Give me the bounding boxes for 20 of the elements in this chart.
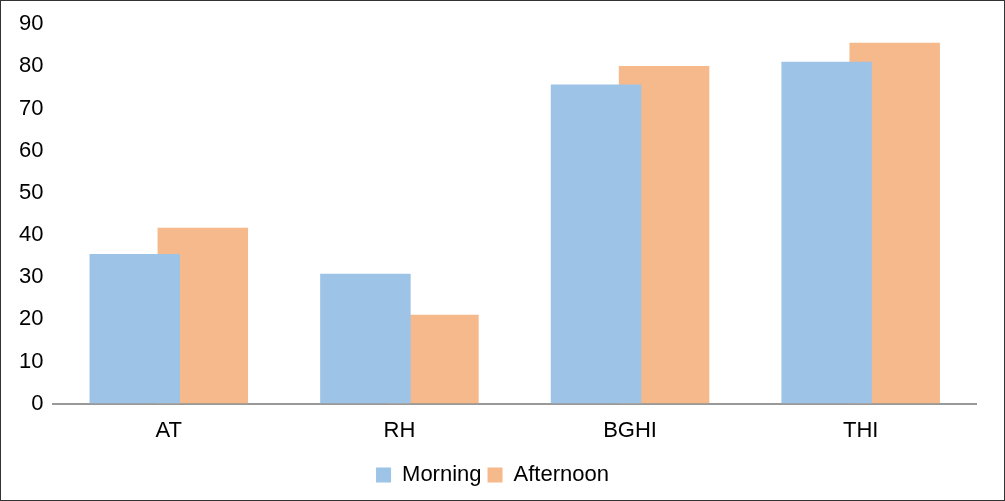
y-tick-label: 80 — [18, 52, 44, 78]
bar — [550, 84, 642, 404]
y-tick-label: 60 — [18, 136, 44, 162]
y-tick-label: 0 — [31, 389, 44, 415]
y-tick-label: 10 — [18, 347, 44, 373]
legend-label: Afternoon — [513, 461, 609, 487]
x-tick-label: AT — [155, 416, 183, 442]
y-tick-label: 40 — [18, 221, 44, 247]
y-tick-label: 90 — [18, 10, 44, 36]
legend-label: Morning — [402, 461, 482, 487]
y-tick-label: 70 — [18, 94, 44, 120]
x-tick-label: RH — [383, 416, 416, 442]
bar — [781, 61, 872, 404]
bar — [320, 273, 411, 404]
y-tick-label: 30 — [18, 263, 44, 289]
y-tick-label: 50 — [18, 178, 44, 204]
x-tick-label: THI — [842, 416, 879, 442]
x-tick-label: BGHI — [603, 416, 657, 442]
bar — [89, 253, 181, 404]
y-tick-label: 20 — [18, 305, 44, 331]
